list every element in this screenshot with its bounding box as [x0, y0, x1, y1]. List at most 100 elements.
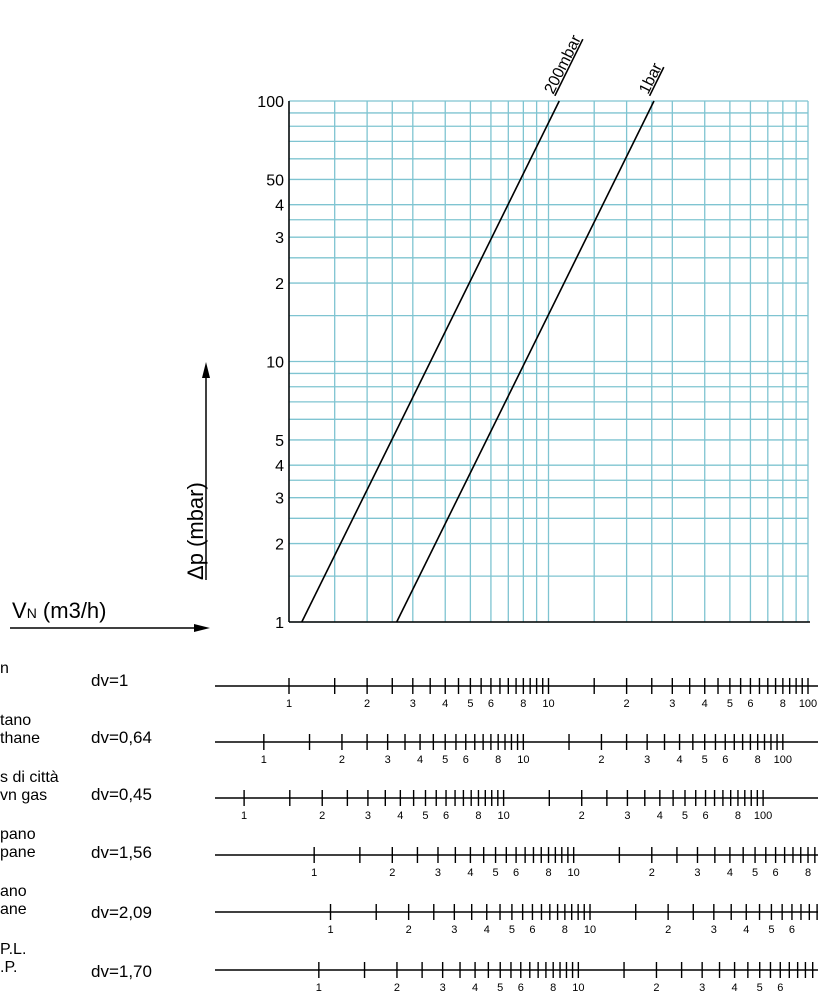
- scale-tick-label: 8: [475, 810, 481, 822]
- scale-tick-label: 8: [780, 698, 786, 710]
- scale-tick-label: 5: [757, 982, 763, 994]
- series-line-200mbar: [301, 100, 560, 623]
- y-tick-label: 4: [275, 198, 284, 215]
- scale-tick-label: 3: [365, 810, 371, 822]
- scale-tick-label: 3: [624, 810, 630, 822]
- scale-tick-label: 2: [649, 867, 655, 879]
- y-tick-label: 3: [275, 230, 284, 247]
- scale-tick-label: 5: [492, 867, 498, 879]
- scale-tick-label: 3: [451, 924, 457, 936]
- scale-tick-label: 8: [550, 982, 556, 994]
- scale-tick-label: 4: [732, 982, 738, 994]
- scale-tick-label: 5: [422, 810, 428, 822]
- scale-tick-label: 3: [694, 867, 700, 879]
- scale-tick-label: 6: [747, 698, 753, 710]
- y-tick-label: 2: [275, 276, 284, 293]
- scale-tick-label: 5: [752, 867, 758, 879]
- scale-tick-label: 10: [584, 924, 596, 936]
- scale-tick-label: 6: [513, 867, 519, 879]
- scale-tick-label: 3: [699, 982, 705, 994]
- scale-tick-label: 4: [397, 810, 403, 822]
- scale-tick-label: 2: [406, 924, 412, 936]
- scale-tick-label: 4: [657, 810, 663, 822]
- y-tick-label: 4: [275, 458, 284, 475]
- y-tick-label: 5: [275, 433, 284, 450]
- scale-tick-label: 3: [435, 867, 441, 879]
- scale-tick-label: 3: [440, 982, 446, 994]
- y-tick-label: 1: [275, 615, 284, 632]
- y-tick-label: 100: [257, 94, 284, 111]
- scale-tick-label: 5: [497, 982, 503, 994]
- scale-tick-label: 2: [653, 982, 659, 994]
- y-axis-label: Δp (mbar): [183, 482, 208, 580]
- gas-name-label: .P.: [0, 959, 18, 976]
- axis-arrows: [10, 362, 210, 632]
- scale-tick-label: 100: [799, 698, 817, 710]
- scale-tick-label: 5: [467, 698, 473, 710]
- x-axis-label: VN (m3/h): [12, 598, 107, 623]
- scale-tick-label: 2: [339, 754, 345, 766]
- scale-tick-label: 100: [754, 810, 772, 822]
- scale-tick-label: 6: [463, 754, 469, 766]
- scale-tick-label: 1: [316, 982, 322, 994]
- scale-tick-label: 3: [410, 698, 416, 710]
- scale-tick-label: 5: [702, 754, 708, 766]
- scale-tick-label: 3: [669, 698, 675, 710]
- scale-tick-label: 3: [711, 924, 717, 936]
- gas-name-label: P.L.: [0, 941, 27, 958]
- scale-tick-label: 1: [286, 698, 292, 710]
- scale-tick-label: 8: [520, 698, 526, 710]
- scale-tick-label: 8: [805, 867, 811, 879]
- gas-name-label: pane: [0, 844, 36, 861]
- scale-tick-label: 6: [518, 982, 524, 994]
- scale-tick-label: 10: [517, 754, 529, 766]
- chart-grid: [288, 100, 810, 623]
- y-axis-arrow-head: [202, 362, 210, 378]
- scale-tick-label: 5: [727, 698, 733, 710]
- scale-tick-label: 5: [442, 754, 448, 766]
- scale-tick-label: 4: [702, 698, 708, 710]
- scale-tick-label: 4: [677, 754, 683, 766]
- y-tick-label: 50: [266, 172, 284, 189]
- series-label-1bar: 1bar: [636, 60, 666, 97]
- dv-label: dv=0,64: [91, 728, 152, 747]
- scale-tick-label: 100: [774, 754, 792, 766]
- scale-tick-label: 4: [442, 698, 448, 710]
- gas-name-label: s di città: [0, 769, 59, 786]
- scale-tick-label: 4: [417, 754, 423, 766]
- scale-tick-label: 3: [385, 754, 391, 766]
- series-line-1bar: [395, 100, 655, 623]
- scale-tick-label: 6: [702, 810, 708, 822]
- scale-tick-label: 6: [488, 698, 494, 710]
- dv-label: dv=1,56: [91, 843, 152, 862]
- scale-tick-label: 1: [327, 924, 333, 936]
- scale-tick-label: 2: [364, 698, 370, 710]
- gas-name-label: thane: [0, 730, 41, 747]
- scale-tick-label: 4: [467, 867, 473, 879]
- scale-tick-label: 4: [484, 924, 490, 936]
- scale-tick-label: 6: [777, 982, 783, 994]
- scale-tick-label: 1: [261, 754, 267, 766]
- y-tick-label: 2: [275, 537, 284, 554]
- dv-label: dv=2,09: [91, 903, 152, 922]
- gas-name-label: ane: [0, 901, 27, 918]
- scale-tick-label: 5: [509, 924, 515, 936]
- gas-name-label: vn gas: [0, 787, 48, 804]
- scale-tick-label: 8: [735, 810, 741, 822]
- scale-tick-label: 2: [319, 810, 325, 822]
- scale-tick-label: 4: [743, 924, 749, 936]
- gas-name-label: pano: [0, 826, 36, 843]
- scale-tick-label: 2: [624, 698, 630, 710]
- scale-tick-label: 6: [722, 754, 728, 766]
- scale-tick-label: 8: [755, 754, 761, 766]
- scale-tick-label: 1: [241, 810, 247, 822]
- scale-tick-label: 2: [579, 810, 585, 822]
- scale-tick-label: 3: [644, 754, 650, 766]
- series-label-200mbar: 200mbar: [542, 32, 586, 97]
- scale-tick-label: 6: [773, 867, 779, 879]
- scale-tick-label: 1: [311, 867, 317, 879]
- scale-tick-label: 10: [497, 810, 509, 822]
- scale-tick-label: 6: [789, 924, 795, 936]
- scale-tick-label: 6: [529, 924, 535, 936]
